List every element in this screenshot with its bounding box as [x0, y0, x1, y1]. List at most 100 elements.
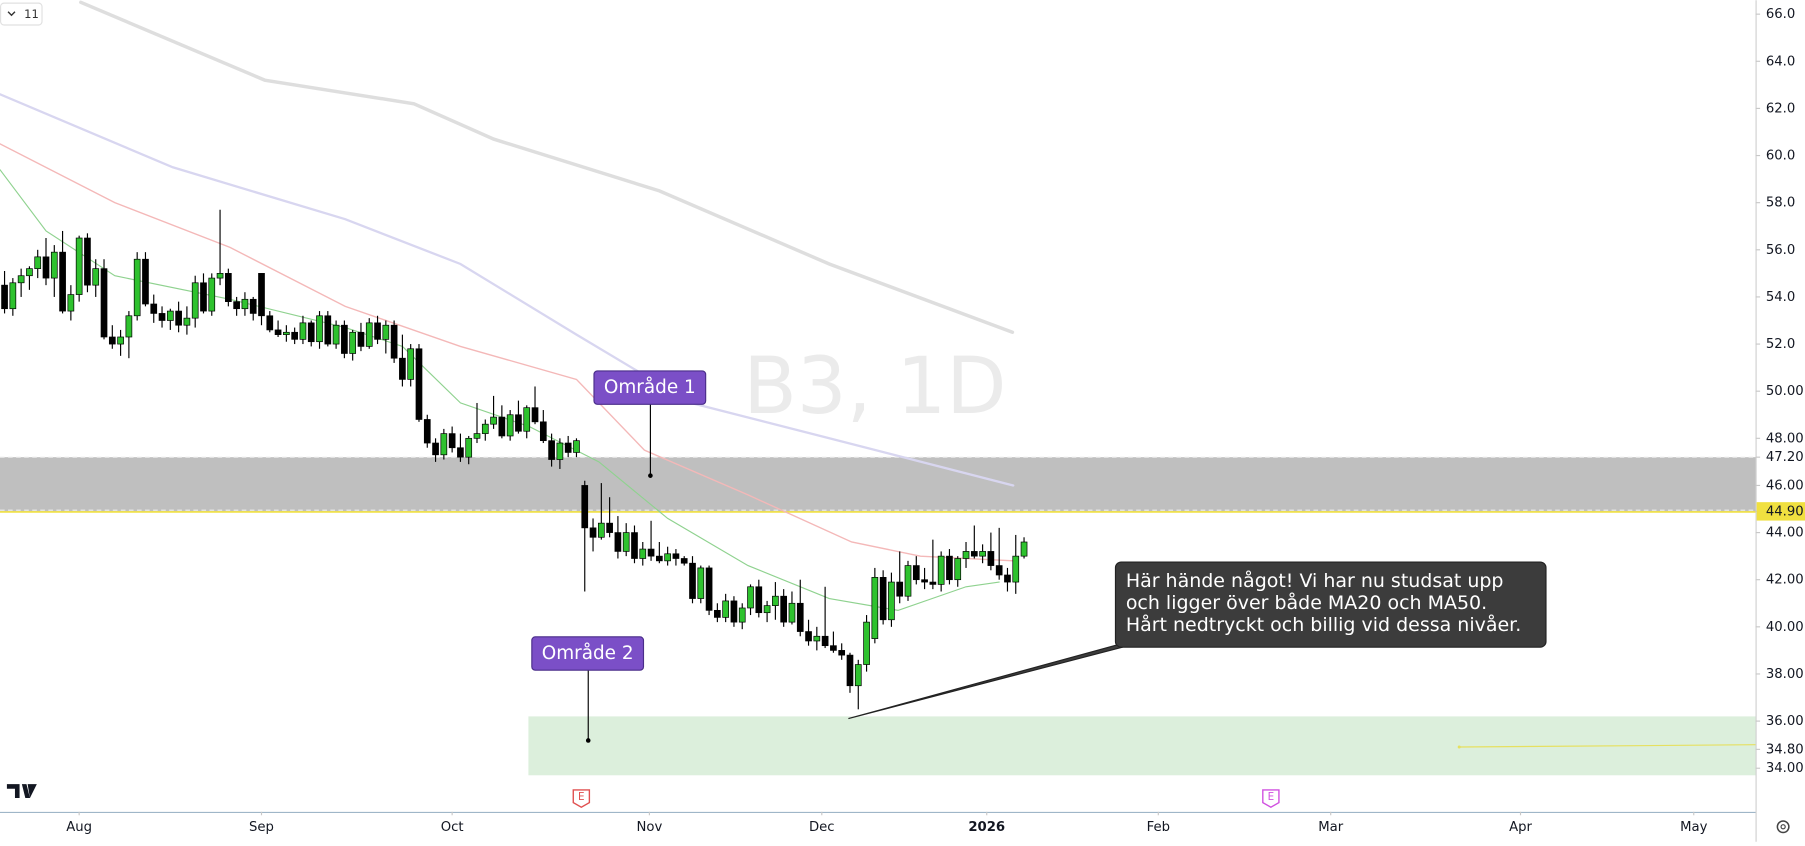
y-tick-label: 34.00	[1766, 761, 1804, 776]
candle-body	[912, 565, 920, 581]
candle-body	[1020, 541, 1028, 557]
candle-body	[606, 522, 613, 533]
y-tick-label: 54.0	[1766, 290, 1795, 305]
x-tick-label: Oct	[441, 820, 464, 835]
candle-body	[490, 416, 497, 425]
candle-body	[722, 600, 729, 618]
y-tick-label: 58.0	[1766, 196, 1795, 211]
candle-body	[133, 258, 141, 317]
candle-body	[987, 551, 995, 566]
candle-body	[539, 421, 547, 442]
candle-body	[788, 602, 796, 623]
candle-body	[249, 298, 257, 314]
candle-body	[191, 282, 199, 319]
y-tick-label: 36.00	[1766, 714, 1804, 729]
candle-body	[34, 256, 42, 269]
candle-body	[415, 348, 423, 420]
y-tick-label: 50.00	[1766, 384, 1804, 399]
y-tick-label: 44.00	[1766, 526, 1804, 541]
candle-body	[730, 600, 738, 623]
candle-body	[316, 315, 323, 343]
candle-body	[664, 553, 671, 562]
candle-body	[631, 532, 638, 559]
x-tick-label: Mar	[1318, 820, 1344, 835]
candle-body	[498, 416, 506, 437]
candle-body	[1012, 555, 1020, 583]
x-tick-label: Nov	[636, 820, 662, 835]
candle-body	[639, 548, 647, 559]
candle-body	[440, 433, 448, 456]
candle-body	[423, 419, 431, 444]
moving-average	[0, 93, 1015, 487]
candle-body	[871, 577, 879, 639]
candle-body	[680, 558, 688, 564]
candle-body	[780, 595, 788, 623]
candle-body	[921, 579, 928, 583]
y-tick-label: 38.00	[1766, 667, 1804, 682]
x-tick-label: Apr	[1509, 820, 1532, 835]
candle-body	[332, 324, 340, 345]
button-frame[interactable]	[0, 2, 43, 26]
candle-body	[142, 258, 149, 305]
candle-body	[283, 331, 290, 335]
candle-body	[117, 336, 124, 345]
candle-body	[962, 551, 970, 559]
candle-body	[970, 551, 978, 557]
candle-body	[448, 433, 456, 449]
annotation-label: Område 1	[604, 377, 696, 398]
candle-body	[597, 522, 605, 538]
candle-body	[42, 256, 50, 279]
candle-body	[614, 532, 622, 552]
candle-body	[904, 565, 912, 597]
zone	[0, 457, 1756, 512]
callout-box	[1114, 561, 1547, 648]
y-tick-label: 60.0	[1766, 149, 1795, 164]
y-tick-label: 48.00	[1766, 431, 1804, 446]
candle-body	[929, 581, 937, 585]
candle-body	[75, 237, 83, 295]
level-line-anchor	[1457, 745, 1461, 749]
y-tick-label: 66.0	[1766, 7, 1795, 22]
candle-body	[225, 273, 232, 302]
candle-body	[689, 562, 696, 599]
y-tick-label: 42.00	[1766, 573, 1804, 588]
candle-body	[589, 527, 597, 538]
candle-body	[299, 322, 307, 340]
settings-button[interactable]	[1776, 820, 1790, 834]
candle-body	[805, 631, 812, 642]
candle-body	[995, 565, 1003, 576]
candle-body	[714, 609, 721, 618]
candle-body	[531, 407, 539, 423]
candle-body	[125, 315, 133, 338]
candle-body	[84, 237, 91, 286]
candle-body	[772, 595, 779, 606]
chevron-icon	[7, 11, 16, 17]
watermark: B3, 1D	[743, 341, 1006, 432]
callout-text: Här hände något! Vi har nu studsat upp	[1126, 569, 1504, 592]
candle-body	[946, 555, 953, 581]
candle-body	[208, 277, 216, 312]
x-tick-label: Aug	[66, 820, 92, 835]
candle-body	[17, 275, 25, 284]
settings-icon[interactable]	[1776, 820, 1790, 834]
candle-body	[473, 433, 481, 439]
plot-area	[0, 0, 1756, 776]
candle-body	[838, 650, 846, 656]
candle-body	[158, 313, 166, 321]
candle-body	[506, 414, 514, 437]
y-tick-label: 52.0	[1766, 337, 1795, 352]
x-tick-label: Feb	[1147, 820, 1170, 835]
interval-button[interactable]: 11	[0, 2, 43, 26]
moving-average	[0, 143, 1014, 562]
candle-body	[457, 447, 464, 458]
interval-label[interactable]: 11	[24, 7, 39, 21]
candle-body	[672, 553, 680, 559]
candle-body	[763, 605, 771, 614]
event-marker-label: E	[578, 791, 585, 803]
candle-body	[697, 567, 705, 599]
candle-body	[888, 581, 895, 621]
candle-body	[92, 268, 100, 286]
logo-mark	[6, 784, 37, 799]
candle-body	[647, 548, 655, 557]
candle-body	[67, 294, 75, 312]
